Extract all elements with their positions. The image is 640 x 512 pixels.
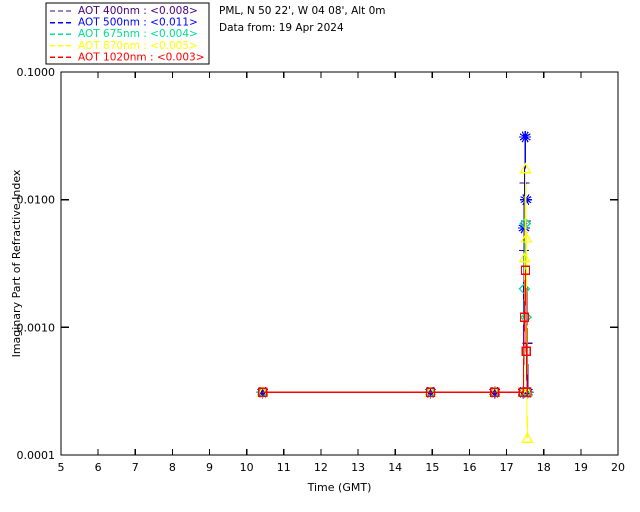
x-tick-label: 19 (574, 461, 588, 474)
y-axis-label: Imaginary Part of Refractive Index (10, 169, 23, 357)
x-tick-label: 20 (611, 461, 625, 474)
marker-triangle (521, 432, 534, 444)
series-line (262, 183, 529, 393)
x-tick-label: 16 (462, 461, 476, 474)
legend-label: AOT 400nm : <0.008> (78, 5, 198, 17)
x-axis-label: Time (GMT) (307, 481, 372, 494)
marker-triangle (518, 251, 531, 263)
marker-square (257, 387, 268, 397)
series-4 (256, 162, 534, 444)
marker-triangle (519, 162, 532, 174)
x-tick-label: 14 (388, 461, 402, 474)
chart-title-line1: PML, N 50 22', W 04 08', Alt 0m (219, 5, 386, 17)
legend-label: AOT 675nm : <0.004> (78, 28, 198, 40)
x-tick-label: 5 (58, 461, 65, 474)
chart-title-block: PML, N 50 22', W 04 08', Alt 0m Data from… (219, 5, 386, 34)
plot-series (256, 130, 534, 444)
plot-frame (60, 71, 619, 456)
series-1 (257, 178, 534, 398)
y-tick-label: 0.1000 (17, 66, 56, 79)
legend-label: AOT 500nm : <0.011> (78, 17, 198, 29)
legend-item-1[interactable]: AOT 400nm : <0.008> (50, 5, 198, 17)
y-tick-label: 0.0100 (17, 194, 56, 207)
marker-square (519, 312, 530, 322)
x-tick-label: 17 (500, 461, 514, 474)
series-line (262, 223, 528, 393)
x-tick-label: 15 (425, 461, 439, 474)
marker-star (519, 133, 531, 141)
legend-item-3[interactable]: AOT 675nm : <0.004> (50, 28, 198, 40)
x-tick-label: 18 (537, 461, 551, 474)
x-tick-label: 8 (169, 461, 176, 474)
series-line (262, 270, 528, 393)
marker-square (425, 387, 436, 397)
x-tick-label: 9 (206, 461, 213, 474)
legend-label: AOT 1020nm : <0.003> (78, 51, 205, 63)
x-tick-label: 10 (240, 461, 254, 474)
series-3 (256, 217, 533, 399)
marker-square (490, 387, 500, 397)
legend-item-4[interactable]: AOT 870nm : <0.005> (50, 40, 198, 52)
x-tick-label: 7 (132, 461, 139, 474)
x-tick-label: 11 (277, 461, 291, 474)
plot-labels: 5 6 7 8 9 10 11 12 13 14 15 16 17 18 19 20 0.0001 0.0010 0… (10, 66, 625, 494)
y-tick-label: 0.0001 (17, 449, 56, 462)
marker-diamond (256, 386, 269, 399)
series-line (262, 136, 528, 393)
marker-square (520, 265, 531, 275)
marker-diamond (488, 386, 501, 399)
marker-square (521, 346, 531, 356)
x-tick-label: 6 (95, 461, 102, 474)
marker-square (522, 387, 532, 397)
legend-item-2[interactable]: AOT 500nm : <0.011> (50, 17, 198, 29)
series-2 (256, 130, 534, 399)
marker-diamond (424, 386, 437, 399)
legend-box (45, 2, 210, 65)
legend-label: AOT 870nm : <0.005> (78, 40, 198, 52)
x-tick-label: 12 (314, 461, 328, 474)
chart-legend[interactable]: AOT 400nm : <0.008>AOT 500nm : <0.011>AO… (45, 2, 210, 65)
marker-triangle (520, 231, 533, 243)
series-line (262, 168, 528, 439)
plot-axes (60, 71, 619, 456)
chart-title-line2: Data from: 19 Apr 2024 (219, 22, 344, 34)
y-tick-label: 0.0010 (17, 321, 56, 334)
series-5 (257, 265, 532, 397)
x-tick-label: 13 (351, 461, 365, 474)
legend-item-5[interactable]: AOT 1020nm : <0.003> (50, 51, 205, 63)
